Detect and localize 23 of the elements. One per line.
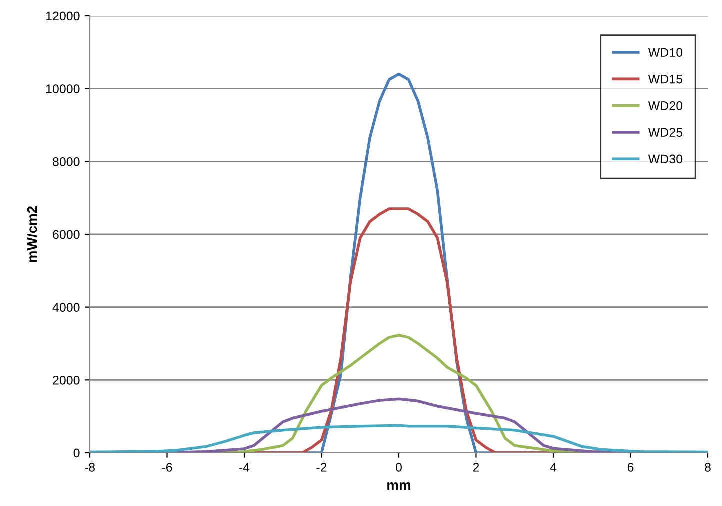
x-tick-label: 0: [396, 463, 402, 472]
legend-label: WD25: [648, 128, 683, 137]
x-tick-label: -8: [85, 463, 96, 472]
x-tick-label: -6: [162, 463, 172, 472]
x-tick-label: 4: [550, 463, 557, 472]
x-tick-label: -4: [240, 463, 250, 472]
legend-label: WD15: [648, 74, 683, 84]
x-tick-label: -2: [316, 463, 327, 472]
y-tick-label: 2000: [53, 376, 80, 385]
y-tick-label: 4000: [52, 303, 80, 312]
legend-label: WD10: [648, 48, 683, 58]
y-tick-label: 12000: [46, 12, 80, 21]
y-axis-title: mW/cm2: [27, 206, 38, 262]
y-tick-label: 6000: [53, 230, 80, 240]
x-tick-label: 8: [705, 463, 711, 472]
y-tick-label: 10000: [46, 84, 80, 94]
y-tick-label: 0: [74, 448, 80, 458]
x-axis-title: mm: [388, 482, 410, 490]
legend-label: WD20: [648, 101, 683, 110]
legend-label: WD30: [648, 154, 683, 164]
x-tick-label: 6: [628, 463, 634, 472]
y-tick-label: 8000: [53, 157, 80, 166]
x-tick-label: 2: [473, 463, 480, 472]
